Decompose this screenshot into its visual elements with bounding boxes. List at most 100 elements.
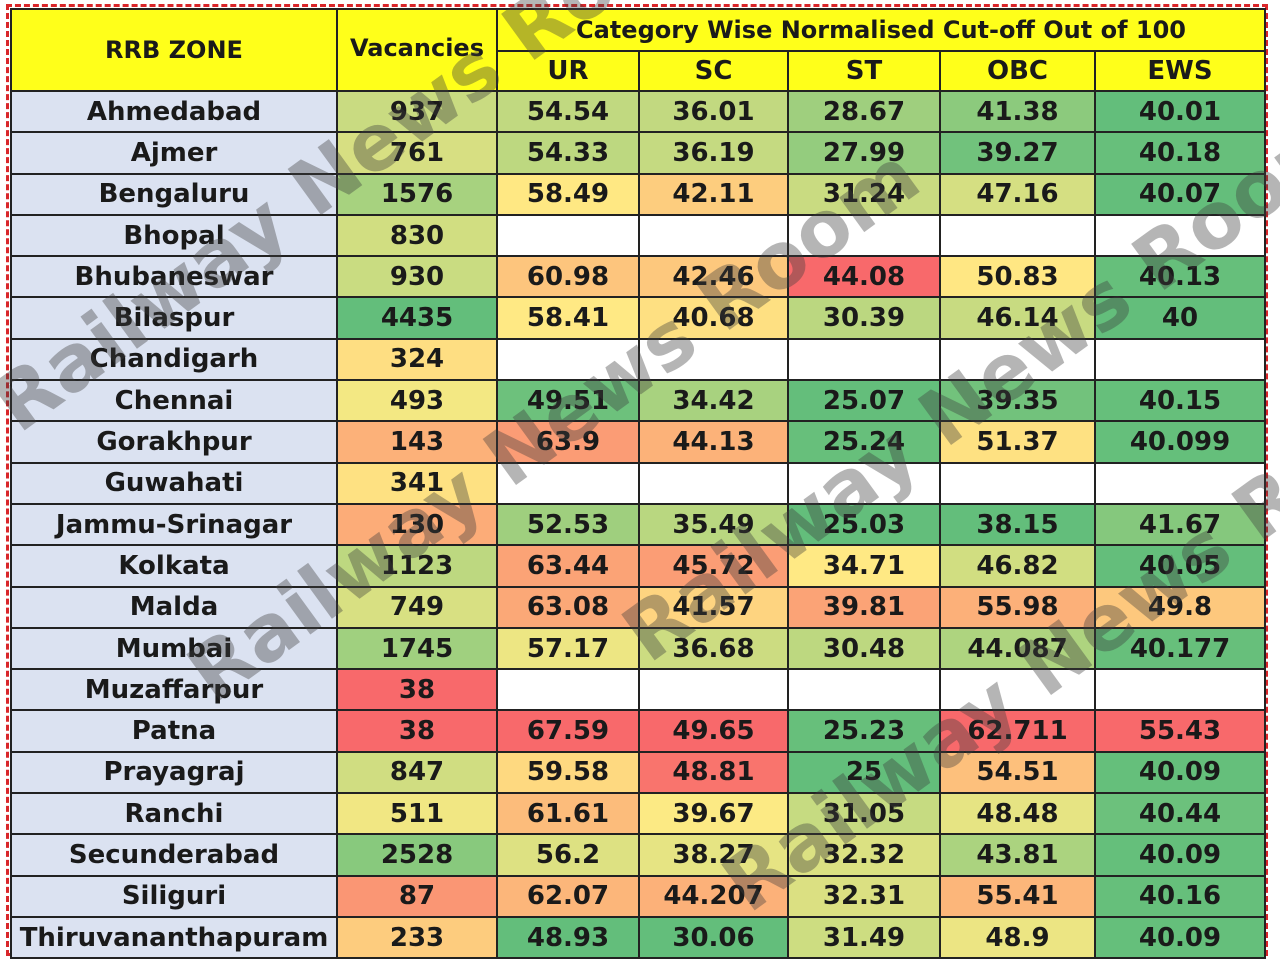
col-header-sc: SC: [638, 50, 789, 92]
vacancies-cell: 1123: [336, 544, 498, 588]
ews-cell: 40.01: [1093, 89, 1267, 134]
table-row: Siliguri 87 62.07 44.207 32.31 55.41 40.16: [10, 874, 1267, 918]
vacancies-cell: 511: [336, 792, 498, 836]
zone-cell: Bhopal: [10, 213, 338, 258]
st-cell: 39.81: [787, 585, 941, 629]
sc-cell: 36.68: [638, 626, 789, 671]
zone-cell: Patna: [10, 709, 338, 753]
ews-cell: 55.43: [1093, 709, 1267, 753]
ews-cell: [1093, 668, 1267, 712]
vacancies-cell: 930: [336, 255, 498, 299]
obc-cell: [939, 461, 1096, 505]
vacancies-cell: 38: [336, 709, 498, 753]
ur-cell: [496, 213, 640, 258]
obc-cell: 55.98: [939, 585, 1096, 629]
vacancies-cell: 749: [336, 585, 498, 629]
category-group-header: Category Wise Normalised Cut-off Out of …: [495, 8, 1267, 52]
sc-cell: [638, 461, 789, 505]
ews-cell: 40.177: [1093, 626, 1267, 671]
ur-cell: [496, 337, 640, 382]
st-cell: 31.05: [787, 792, 941, 836]
ews-cell: 40.16: [1093, 874, 1267, 918]
sc-cell: [638, 668, 789, 712]
table-row: Ranchi 511 61.61 39.67 31.05 48.48 40.44: [10, 792, 1267, 836]
st-cell: 27.99: [787, 131, 941, 175]
table-row: Mumbai 1745 57.17 36.68 30.48 44.087 40.177: [10, 626, 1267, 671]
table-row: Thiruvananthapuram 233 48.93 30.06 31.49 48.9…: [10, 915, 1267, 960]
obc-cell: [939, 337, 1096, 382]
zone-cell: Chandigarh: [10, 337, 338, 382]
obc-cell: 51.37: [939, 420, 1096, 464]
table-row: Jammu-Srinagar 130 52.53 35.49 25.03 38.15 41.…: [10, 502, 1267, 547]
vacancies-cell: 493: [336, 379, 498, 423]
col-header-ur: UR: [496, 50, 640, 92]
zone-cell: Bhubaneswar: [10, 255, 338, 299]
sc-cell: 36.01: [638, 89, 789, 134]
table-row: Chandigarh 324: [10, 337, 1267, 382]
ur-cell: 54.54: [496, 89, 640, 134]
ur-cell: 52.53: [496, 502, 640, 547]
sc-cell: 36.19: [638, 131, 789, 175]
ur-cell: 60.98: [496, 255, 640, 299]
sc-cell: [638, 337, 789, 382]
st-cell: 34.71: [787, 544, 941, 588]
ur-cell: 48.93: [496, 915, 640, 960]
obc-cell: 55.41: [939, 874, 1096, 918]
zone-cell: Malda: [10, 585, 338, 629]
st-cell: 31.49: [787, 915, 941, 960]
st-cell: 25.24: [787, 420, 941, 464]
st-cell: [787, 213, 941, 258]
sc-cell: [638, 213, 789, 258]
ews-cell: 40.15: [1093, 379, 1267, 423]
ews-cell: 41.67: [1093, 502, 1267, 547]
st-cell: 25.23: [787, 709, 941, 753]
ews-cell: 40.18: [1093, 131, 1267, 175]
vacancies-cell: 1745: [336, 626, 498, 671]
vacancies-header: Vacancies: [336, 8, 498, 92]
vacancies-cell: 130: [336, 502, 498, 547]
sc-cell: 30.06: [638, 915, 789, 960]
ews-cell: 40.44: [1093, 792, 1267, 836]
st-cell: 28.67: [787, 89, 941, 134]
ur-cell: 63.08: [496, 585, 640, 629]
ur-cell: 56.2: [496, 833, 640, 877]
zone-cell: Muzaffarpur: [10, 668, 338, 712]
vacancies-cell: 761: [336, 131, 498, 175]
st-cell: 32.31: [787, 874, 941, 918]
sc-cell: 49.65: [638, 709, 789, 753]
ur-cell: 59.58: [496, 750, 640, 795]
ur-cell: 62.07: [496, 874, 640, 918]
obc-cell: [939, 213, 1096, 258]
ur-cell: 61.61: [496, 792, 640, 836]
zone-cell: Gorakhpur: [10, 420, 338, 464]
zone-cell: Jammu-Srinagar: [10, 502, 338, 547]
zone-cell: Guwahati: [10, 461, 338, 505]
st-cell: 32.32: [787, 833, 941, 877]
zone-header: RRB ZONE: [10, 8, 338, 92]
zone-cell: Bilaspur: [10, 296, 338, 340]
col-header-ews: EWS: [1093, 50, 1267, 92]
vacancies-cell: 324: [336, 337, 498, 382]
zone-cell: Thiruvananthapuram: [10, 915, 338, 960]
sc-cell: 48.81: [638, 750, 789, 795]
vacancies-cell: 847: [336, 750, 498, 795]
ews-cell: [1093, 461, 1267, 505]
vacancies-cell: 937: [336, 89, 498, 134]
ur-cell: [496, 461, 640, 505]
vacancies-cell: 38: [336, 668, 498, 712]
table-row: Prayagraj 847 59.58 48.81 25 54.51 40.09: [10, 750, 1267, 795]
obc-cell: 41.38: [939, 89, 1096, 134]
table-row: Kolkata 1123 63.44 45.72 34.71 46.82 40.05: [10, 544, 1267, 588]
ur-cell: 67.59: [496, 709, 640, 753]
ews-cell: 40.09: [1093, 833, 1267, 877]
ur-cell: 54.33: [496, 131, 640, 175]
ur-cell: [496, 668, 640, 712]
table-row: Gorakhpur 143 63.9 44.13 25.24 51.37 40.099: [10, 420, 1267, 464]
col-header-st: ST: [787, 50, 941, 92]
table-row: Bengaluru 1576 58.49 42.11 31.24 47.16 40.07: [10, 172, 1267, 216]
obc-cell: 39.35: [939, 379, 1096, 423]
sc-cell: 42.11: [638, 172, 789, 216]
obc-cell: 50.83: [939, 255, 1096, 299]
st-cell: 25.03: [787, 502, 941, 547]
obc-cell: 38.15: [939, 502, 1096, 547]
